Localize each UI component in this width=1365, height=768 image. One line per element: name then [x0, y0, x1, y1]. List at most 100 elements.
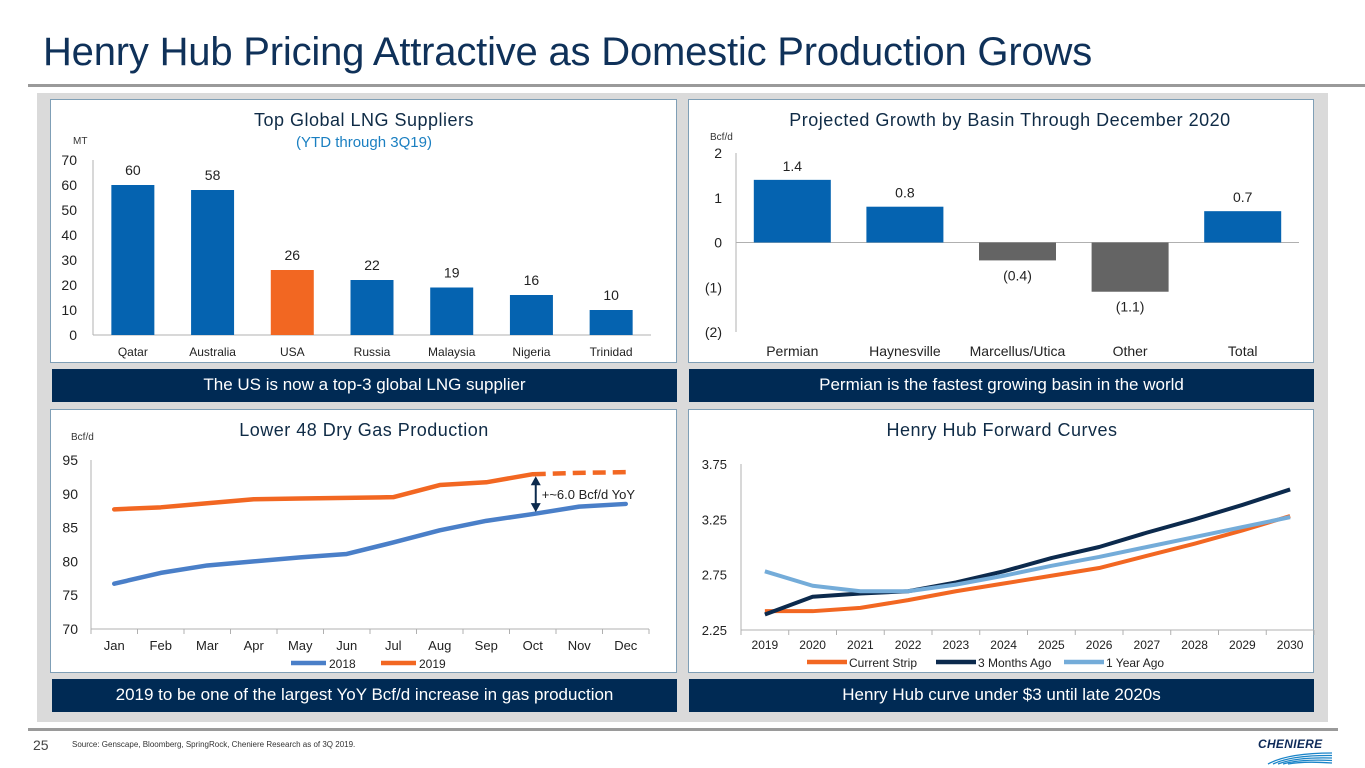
series-line-0: [764, 514, 1291, 614]
data-label: 10: [603, 287, 619, 303]
x-tick-label: Jan: [104, 638, 125, 653]
y-tick-label: 95: [62, 452, 78, 468]
data-label: 22: [364, 257, 380, 273]
series-line-2019-projected: [532, 469, 626, 477]
y-tick-label: 2: [714, 145, 722, 161]
x-tick-label: Trinidad: [590, 345, 633, 359]
bar: [1091, 242, 1169, 292]
legend-label: 2018: [329, 657, 356, 671]
bar: [509, 295, 553, 335]
y-tick-label: 10: [61, 302, 77, 318]
y-tick-label: 20: [61, 277, 77, 293]
cheniere-logo: CHENIERE: [1258, 737, 1333, 765]
y-tick-label: 3.75: [702, 457, 727, 472]
data-label: 26: [284, 247, 300, 263]
bar: [589, 310, 633, 335]
chart-title: Projected Growth by Basin Through Decemb…: [789, 110, 1230, 130]
legend-label: Current Strip: [849, 656, 917, 670]
x-tick-label: Australia: [189, 345, 236, 359]
x-tick-label: Sep: [475, 638, 498, 653]
x-tick-label: 2022: [895, 638, 922, 652]
series-line-2018: [112, 501, 628, 586]
bar: [350, 280, 394, 335]
chart-lng-suppliers: Top Global LNG Suppliers (YTD through 3Q1…: [61, 110, 651, 359]
y-tick-label: 2.75: [702, 568, 727, 583]
chart-basin-growth: Projected Growth by Basin Through Decemb…: [705, 110, 1299, 359]
bar: [191, 190, 235, 335]
y-axis-label: Bcf/d: [710, 132, 733, 143]
x-tick-label: Haynesville: [869, 343, 941, 359]
y-axis-label: MT: [73, 136, 87, 147]
legend-label: 3 Months Ago: [978, 656, 1052, 670]
banner-top-right: Permian is the fastest growing basin in …: [689, 369, 1314, 402]
y-tick-label: 40: [61, 227, 77, 243]
y-tick-label: 2.25: [702, 623, 727, 638]
y-tick-label: 80: [62, 553, 78, 569]
panel-henry-hub: Henry Hub Forward Curves 2.25 2.75 3.25 3.75…: [688, 409, 1315, 673]
x-tick-label: 2030: [1277, 638, 1304, 652]
banner-bottom-left: 2019 to be one of the largest YoY Bcf/d …: [52, 679, 677, 712]
y-tick-label: (1): [705, 279, 722, 295]
x-tick-label: 2020: [799, 638, 826, 652]
y-tick-label: 70: [61, 152, 77, 168]
annotation-label: +~6.0 Bcf/d YoY: [542, 487, 636, 502]
x-tick-label: 2027: [1134, 638, 1161, 652]
y-tick-label: 1: [714, 190, 722, 206]
y-tick-label: 60: [61, 177, 77, 193]
y-axis-label: Bcf/d: [71, 432, 94, 443]
x-tick-label: Malaysia: [428, 345, 476, 359]
series-line-2: [764, 515, 1291, 594]
x-tick-label: May: [288, 638, 313, 653]
title-divider: [28, 84, 1365, 87]
panel-lng-suppliers: Top Global LNG Suppliers (YTD through 3Q1…: [50, 99, 677, 363]
bar: [979, 242, 1056, 261]
legend-label: 2019: [419, 657, 446, 671]
chart-subtitle: (YTD through 3Q19): [296, 134, 432, 151]
x-tick-label: Jun: [336, 638, 357, 653]
annotation-arrow-down-icon: [530, 503, 541, 513]
x-tick-label: Dec: [614, 638, 638, 653]
bar: [1204, 211, 1282, 243]
y-tick-label: 75: [62, 587, 78, 603]
x-tick-label: 2026: [1086, 638, 1113, 652]
data-label: 0.8: [895, 185, 915, 201]
y-tick-label: 30: [61, 252, 77, 268]
data-label: (0.4): [1003, 267, 1032, 283]
x-tick-label: 2019: [752, 638, 779, 652]
x-tick-label: Total: [1228, 343, 1258, 359]
page-number: 25: [33, 737, 49, 753]
chart-lower48: Lower 48 Dry Gas Production Bcf/d 70 75 80 85…: [62, 420, 650, 671]
footer-divider: [28, 728, 1338, 731]
logo-swoosh-icon: [1267, 752, 1333, 765]
bar: [270, 270, 314, 335]
y-tick-label: 0: [714, 235, 722, 251]
y-tick-label: 90: [62, 486, 78, 502]
data-label: 58: [205, 167, 221, 183]
x-tick-label: USA: [280, 345, 305, 359]
bar: [866, 206, 944, 243]
legend-label: 1 Year Ago: [1106, 656, 1164, 670]
chart-title: Lower 48 Dry Gas Production: [239, 420, 489, 440]
y-tick-label: 85: [62, 520, 78, 536]
x-tick-label: Feb: [150, 638, 172, 653]
x-tick-label: Mar: [196, 638, 219, 653]
logo-text: CHENIERE: [1258, 737, 1323, 751]
panel-lower48: Lower 48 Dry Gas Production Bcf/d 70 75 80 85…: [50, 409, 677, 673]
y-tick-label: 0: [69, 327, 77, 343]
x-tick-label: Nigeria: [512, 345, 550, 359]
x-tick-label: Permian: [766, 343, 818, 359]
data-label: (1.1): [1116, 299, 1145, 315]
annotation-arrow-up-icon: [530, 476, 541, 486]
x-tick-label: Qatar: [118, 345, 148, 359]
bar: [111, 185, 155, 335]
y-tick-label: 50: [61, 202, 77, 218]
data-label: 16: [524, 272, 540, 288]
x-tick-label: Aug: [428, 638, 451, 653]
x-tick-label: 2023: [943, 638, 970, 652]
chart-henry-hub: Henry Hub Forward Curves 2.25 2.75 3.25 3.75…: [702, 420, 1315, 670]
banner-bottom-right: Henry Hub curve under $3 until late 2020…: [689, 679, 1314, 712]
data-label: 60: [125, 162, 141, 178]
y-tick-label: 3.25: [702, 512, 727, 527]
x-tick-label: Oct: [523, 638, 544, 653]
x-tick-label: Apr: [244, 638, 265, 653]
